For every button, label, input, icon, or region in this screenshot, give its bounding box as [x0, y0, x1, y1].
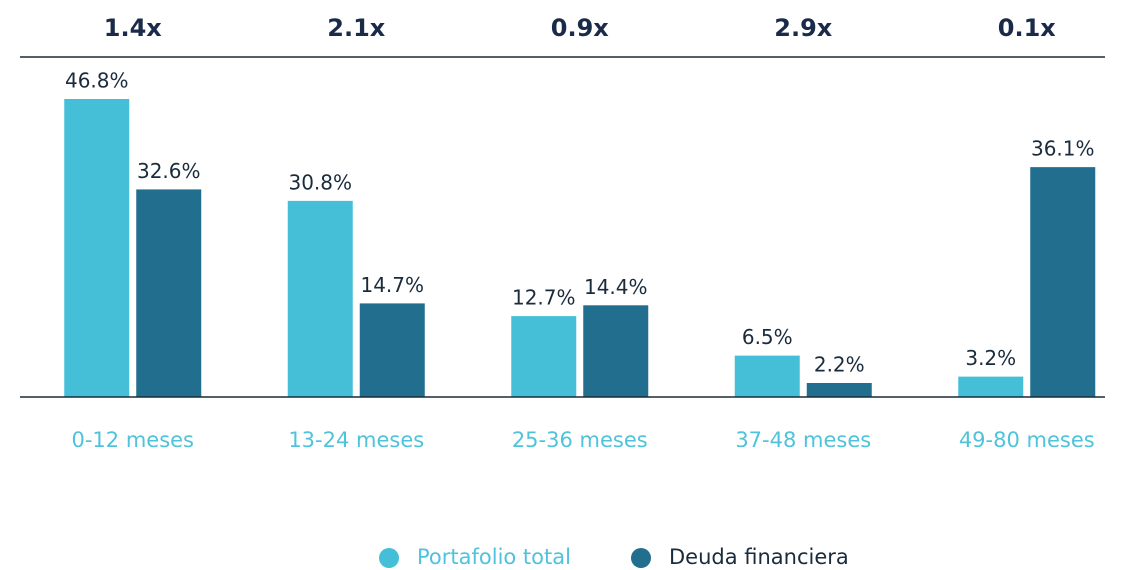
x-tick-label: 49-80 meses — [959, 428, 1095, 452]
x-tick-label: 37-48 meses — [735, 428, 871, 452]
value-label: 30.8% — [288, 170, 352, 194]
ratio-label: 1.4x — [104, 14, 163, 42]
bar — [511, 316, 577, 397]
bar — [359, 303, 425, 397]
legend-swatch — [631, 548, 651, 568]
bar — [583, 305, 649, 397]
value-label: 14.4% — [584, 275, 648, 299]
bar — [734, 355, 800, 397]
value-label: 6.5% — [742, 325, 793, 349]
value-label: 3.2% — [965, 346, 1016, 370]
bar — [958, 376, 1024, 397]
bar — [287, 200, 353, 397]
ratio-label: 0.1x — [998, 14, 1057, 42]
bar — [64, 99, 130, 397]
value-label: 14.7% — [360, 273, 424, 297]
value-label: 46.8% — [65, 69, 129, 93]
legend-label: Deuda financiera — [669, 545, 849, 569]
ratio-label: 2.9x — [774, 14, 833, 42]
x-tick-label: 13-24 meses — [288, 428, 424, 452]
value-label: 2.2% — [814, 352, 865, 376]
bar — [1030, 167, 1096, 397]
ratio-label: 0.9x — [551, 14, 610, 42]
bar — [136, 189, 202, 397]
x-tick-label: 25-36 meses — [512, 428, 648, 452]
legend-swatch — [379, 548, 399, 568]
value-label: 12.7% — [512, 286, 576, 310]
value-label: 32.6% — [137, 159, 201, 183]
ratio-label: 2.1x — [327, 14, 386, 42]
legend-label: Portafolio total — [417, 545, 571, 569]
x-tick-label: 0-12 meses — [71, 428, 194, 452]
bar — [806, 382, 872, 397]
value-label: 36.1% — [1031, 137, 1095, 161]
